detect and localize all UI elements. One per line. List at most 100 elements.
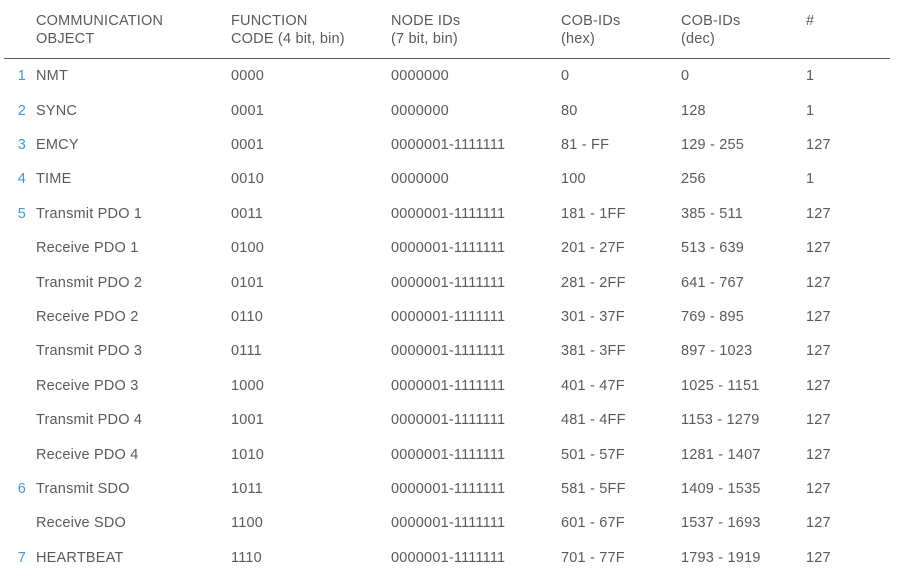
cell-obj: TIME — [30, 162, 225, 196]
row-index — [4, 369, 30, 403]
cell-node: 0000001-1111111 — [385, 541, 555, 575]
cob-id-table: COMMUNICATION OBJECT FUNCTION CODE (4 bi… — [4, 12, 890, 575]
cell-obj: Receive PDO 3 — [30, 369, 225, 403]
row-index — [4, 403, 30, 437]
cell-obj: SYNC — [30, 94, 225, 128]
header-line: # — [806, 13, 814, 29]
cell-func: 0001 — [225, 94, 385, 128]
header-line: (7 bit, bin) — [391, 31, 458, 47]
cell-node: 0000001-1111111 — [385, 334, 555, 368]
table-row: Receive PDO 310000000001-1111111401 - 47… — [4, 369, 890, 403]
header-line: (dec) — [681, 31, 715, 47]
table-row: 6Transmit SDO10110000001-1111111581 - 5F… — [4, 472, 890, 506]
cell-obj: Transmit PDO 3 — [30, 334, 225, 368]
cell-hex: 401 - 47F — [555, 369, 675, 403]
col-header-cob-ids-hex: COB-IDs (hex) — [555, 12, 675, 59]
row-index: 3 — [4, 128, 30, 162]
table-row: 4TIME001000000001002561 — [4, 162, 890, 196]
cell-hex: 301 - 37F — [555, 300, 675, 334]
row-index: 7 — [4, 541, 30, 575]
row-index: 5 — [4, 197, 30, 231]
cell-node: 0000001-1111111 — [385, 438, 555, 472]
cell-node: 0000001-1111111 — [385, 369, 555, 403]
cell-obj: NMT — [30, 59, 225, 94]
cell-node: 0000000 — [385, 162, 555, 196]
cell-func: 0001 — [225, 128, 385, 162]
cell-cnt: 127 — [800, 231, 890, 265]
row-index — [4, 231, 30, 265]
cell-func: 1100 — [225, 506, 385, 540]
cell-hex: 481 - 4FF — [555, 403, 675, 437]
row-index: 4 — [4, 162, 30, 196]
cell-dec: 129 - 255 — [675, 128, 800, 162]
cell-cnt: 127 — [800, 438, 890, 472]
cell-hex: 381 - 3FF — [555, 334, 675, 368]
table-row: Receive PDO 201100000001-1111111301 - 37… — [4, 300, 890, 334]
col-header-node-ids: NODE IDs (7 bit, bin) — [385, 12, 555, 59]
header-line: COB-IDs — [681, 13, 740, 29]
cell-dec: 256 — [675, 162, 800, 196]
cell-cnt: 127 — [800, 369, 890, 403]
cell-cnt: 127 — [800, 128, 890, 162]
cell-cnt: 127 — [800, 334, 890, 368]
header-line: OBJECT — [36, 31, 94, 47]
header-line: FUNCTION — [231, 13, 308, 29]
cell-hex: 201 - 27F — [555, 231, 675, 265]
cell-func: 0100 — [225, 231, 385, 265]
cell-dec: 1281 - 1407 — [675, 438, 800, 472]
cell-dec: 1409 - 1535 — [675, 472, 800, 506]
cell-dec: 385 - 511 — [675, 197, 800, 231]
cell-func: 0111 — [225, 334, 385, 368]
cell-dec: 1025 - 1151 — [675, 369, 800, 403]
table-row: Transmit PDO 201010000001-1111111281 - 2… — [4, 266, 890, 300]
row-index: 1 — [4, 59, 30, 94]
cell-func: 1001 — [225, 403, 385, 437]
cell-node: 0000000 — [385, 94, 555, 128]
cell-node: 0000001-1111111 — [385, 403, 555, 437]
cell-dec: 641 - 767 — [675, 266, 800, 300]
cell-node: 0000001-1111111 — [385, 231, 555, 265]
cell-func: 0011 — [225, 197, 385, 231]
cell-hex: 601 - 67F — [555, 506, 675, 540]
cell-hex: 0 — [555, 59, 675, 94]
cell-cnt: 127 — [800, 472, 890, 506]
row-index — [4, 300, 30, 334]
cell-dec: 769 - 895 — [675, 300, 800, 334]
cell-obj: Transmit PDO 2 — [30, 266, 225, 300]
cell-obj: Transmit SDO — [30, 472, 225, 506]
row-index: 2 — [4, 94, 30, 128]
cell-hex: 181 - 1FF — [555, 197, 675, 231]
table-row: Receive SDO11000000001-1111111601 - 67F1… — [4, 506, 890, 540]
cell-func: 1000 — [225, 369, 385, 403]
cell-obj: Receive PDO 2 — [30, 300, 225, 334]
col-header-count: # — [800, 12, 890, 59]
col-header-cob-ids-dec: COB-IDs (dec) — [675, 12, 800, 59]
cell-obj: Receive PDO 4 — [30, 438, 225, 472]
cell-func: 1011 — [225, 472, 385, 506]
cell-func: 0101 — [225, 266, 385, 300]
cell-func: 0110 — [225, 300, 385, 334]
table-row: 3EMCY00010000001-111111181 - FF129 - 255… — [4, 128, 890, 162]
cell-cnt: 1 — [800, 162, 890, 196]
cell-dec: 1153 - 1279 — [675, 403, 800, 437]
cell-dec: 897 - 1023 — [675, 334, 800, 368]
cell-obj: Receive PDO 1 — [30, 231, 225, 265]
cell-node: 0000001-1111111 — [385, 506, 555, 540]
header-line: (hex) — [561, 31, 595, 47]
cell-dec: 513 - 639 — [675, 231, 800, 265]
cell-dec: 128 — [675, 94, 800, 128]
cell-obj: Transmit PDO 4 — [30, 403, 225, 437]
cell-cnt: 127 — [800, 266, 890, 300]
cell-node: 0000001-1111111 — [385, 472, 555, 506]
header-line: COMMUNICATION — [36, 13, 163, 29]
cell-hex: 701 - 77F — [555, 541, 675, 575]
cell-dec: 1793 - 1919 — [675, 541, 800, 575]
cell-func: 0000 — [225, 59, 385, 94]
table-container: COMMUNICATION OBJECT FUNCTION CODE (4 bi… — [0, 0, 900, 575]
col-header-index — [4, 12, 30, 59]
cell-node: 0000001-1111111 — [385, 266, 555, 300]
row-index — [4, 334, 30, 368]
cell-dec: 1537 - 1693 — [675, 506, 800, 540]
cell-cnt: 127 — [800, 541, 890, 575]
cell-node: 0000001-1111111 — [385, 197, 555, 231]
